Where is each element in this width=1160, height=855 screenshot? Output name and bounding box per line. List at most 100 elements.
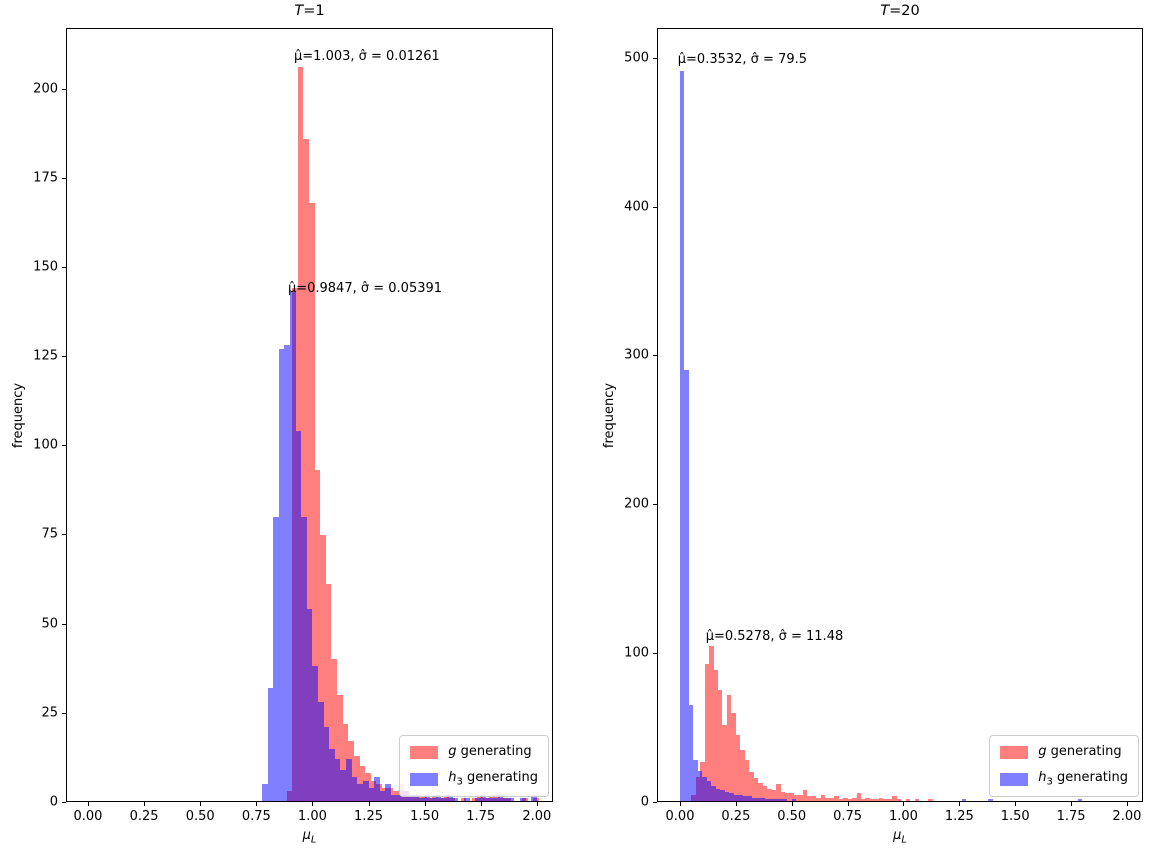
histogram-bar [520,798,526,802]
histogram-bar [733,794,739,802]
x-axis-label: μL [893,828,907,846]
histogram-bar [289,291,296,802]
histogram-bar [706,781,712,802]
histogram-bar [1048,800,1054,802]
histogram-bar [1017,800,1022,802]
histogram-bar [306,609,313,802]
histogram-bar [1030,800,1036,802]
legend-item-h3: h3 generating [1000,770,1128,788]
histogram-bar [334,759,341,802]
y-tick-mark [62,177,66,179]
histogram-bar [720,790,725,802]
histogram-bar [738,794,743,802]
histogram-bar [463,798,470,802]
histogram-bar [740,749,745,802]
histogram-bar [273,516,279,802]
histogram-bar [697,770,703,802]
histogram-bar [744,760,750,802]
histogram-bar [852,797,857,802]
histogram-bar [503,798,509,802]
histogram-bar [747,796,752,802]
histogram-bar [704,663,710,802]
x-tick-label: 1.00 [888,809,918,824]
histogram-bar [771,790,777,802]
histogram-bar [762,785,768,802]
x-tick-mark [200,802,202,806]
histogram-bar [856,793,861,802]
y-tick-mark [62,356,66,358]
y-tick-mark [62,802,66,803]
histogram-bar [791,799,797,802]
histogram-bar [981,800,987,802]
y-tick-label: 150 [33,259,58,275]
y-tick-label: 75 [41,526,58,542]
histogram-bar [834,796,839,802]
histogram-bar [726,694,732,802]
histogram-bar [878,797,884,802]
x-tick-label: 2.00 [522,809,552,824]
histogram-bar [751,797,756,802]
histogram-bar [323,727,330,802]
histogram-bar [793,794,799,802]
histogram-bar [491,798,498,802]
histogram-bar [424,794,431,802]
x-tick-mark [536,802,538,806]
histogram-bar [807,796,812,802]
x-tick-mark [680,802,681,806]
x-axis-label: μL [302,828,317,846]
histogram-bar [887,799,893,802]
y-tick-mark [62,712,66,714]
histogram-bar [785,793,790,802]
histogram-bar [778,799,783,802]
histogram-bar [441,798,448,802]
histogram-bar [896,799,902,802]
histogram-bar [693,760,698,802]
x-tick-mark [735,802,737,806]
title-variable: T [880,3,890,19]
histogram-bar [718,690,723,802]
x-tick-label: 0.50 [185,809,215,824]
y-tick-mark [653,355,657,357]
histogram-bar [261,784,268,802]
histogram-bar [486,798,492,802]
y-tick-mark [653,206,657,208]
title-text: =1 [303,3,325,19]
histogram-bar [278,349,285,802]
histogram-bar [688,705,694,802]
x-tick-mark [312,802,314,806]
y-tick-label: 300 [624,347,649,363]
histogram-bar [301,516,307,802]
histogram-bar [508,798,515,802]
legend-label-h3: h3 generating [1038,770,1128,788]
legend: g generating h3 generating [989,734,1139,797]
histogram-bar [885,800,891,802]
histogram-bar [318,702,324,802]
histogram-bar [1106,800,1112,802]
histogram-bar [320,534,326,802]
legend-item-g: g generating [410,744,538,762]
histogram-bar [722,724,727,802]
histogram-bar [755,797,761,802]
histogram-bar [475,798,481,802]
legend-swatch-g [1000,746,1029,760]
y-axis-label: frequency [11,382,27,448]
histogram-bar [362,780,369,802]
x-tick-mark [791,802,793,806]
x-tick-label: 0.50 [777,809,807,824]
histogram-bar [531,794,537,802]
histogram-bar [435,794,442,802]
x-tick-label: 1.50 [1000,809,1030,824]
y-tick-label: 0 [49,794,58,810]
histogram-bar [825,797,830,802]
y-tick-mark [653,653,657,655]
histogram-bar [858,800,864,802]
histogram-bars-layer [657,28,1143,802]
histogram-bar [1057,800,1063,802]
histogram-bar [309,202,315,802]
histogram-bar [767,788,772,802]
histogram-bar [798,794,803,802]
legend-label-h3: h3 generating [448,770,538,788]
x-tick-label: 0.25 [721,809,751,824]
legend-item-h3: h3 generating [410,770,538,788]
histogram-bar [374,777,380,802]
